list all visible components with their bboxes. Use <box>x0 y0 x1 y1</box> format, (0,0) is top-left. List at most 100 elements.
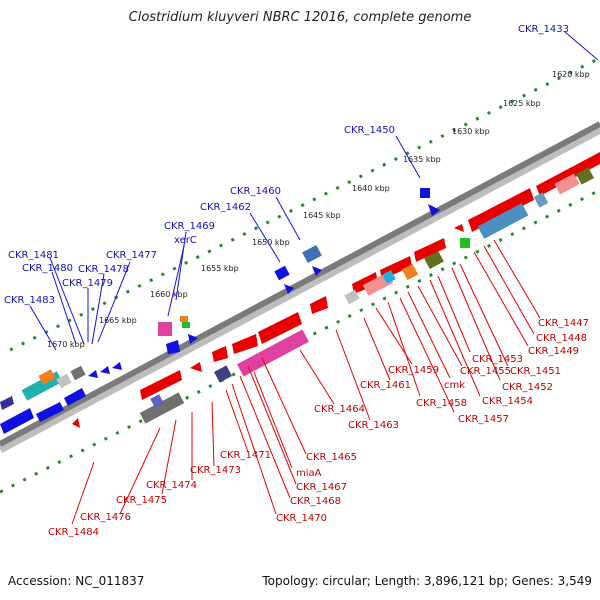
forward-gene-arrow <box>0 408 34 434</box>
reverse-gene-arrow <box>536 152 600 196</box>
gene-label: CKR_1475 <box>116 495 167 506</box>
gene-label: CKR_1465 <box>306 452 357 463</box>
gene-block <box>302 244 322 264</box>
gene-label: CKR_1476 <box>80 512 131 523</box>
gene-block <box>139 392 185 424</box>
gene-label: CKR_1458 <box>416 398 467 409</box>
reverse-gene-arrow <box>414 238 446 262</box>
reverse-gene-arrow <box>258 312 302 344</box>
gene-label: CKR_1462 <box>200 202 251 213</box>
kbp-label: 1660 kbp <box>150 290 188 299</box>
kbp-label: 1625 kbp <box>503 99 541 108</box>
reverse-gene-arrow <box>310 296 328 314</box>
forward-labels: CKR_1433 CKR_1450 CKR_1460 CKR_1462 xerC… <box>4 24 569 306</box>
gene-block <box>237 329 309 377</box>
reverse-gene-arrow <box>352 272 378 294</box>
gene-label: CKR_1481 <box>8 250 59 261</box>
kbp-label: 1650 kbp <box>252 238 290 247</box>
gene-label: cmk <box>444 380 465 391</box>
gene-label: CKR_1473 <box>190 465 241 476</box>
gene-block <box>56 373 72 389</box>
reverse-labels: CKR_1447 CKR_1448 CKR_1449 CKR_1451 CKR_… <box>48 318 589 538</box>
gene-label: CKR_1480 <box>22 263 73 274</box>
leader-lines <box>29 31 599 525</box>
forward-features <box>0 188 440 434</box>
gene-block <box>274 265 290 281</box>
gene-block <box>533 192 549 208</box>
topology-text: Topology: circular; Length: 3,896,121 bp… <box>262 574 592 588</box>
gene-label: CKR_1454 <box>482 396 533 407</box>
gene-label: CKR_1467 <box>296 482 347 493</box>
kbp-label: 1665 kbp <box>99 316 137 325</box>
forward-gene-arrow <box>36 402 64 422</box>
gene-label: CKR_1455 <box>460 366 511 377</box>
reverse-gene-arrow <box>454 224 464 232</box>
accession-text: Accession: NC_011837 <box>8 574 145 588</box>
kbp-label: 1620 kbp <box>552 70 590 79</box>
forward-gene-arrow <box>64 388 86 406</box>
reverse-features <box>72 152 600 428</box>
backbone-shadow <box>0 125 600 453</box>
forward-gene-arrow <box>188 334 198 344</box>
gene-block <box>576 167 594 185</box>
gene-label: CKR_1457 <box>458 414 509 425</box>
gene-label: CKR_1484 <box>48 527 99 538</box>
gene-label: CKR_1463 <box>348 420 399 431</box>
reverse-gene-arrow <box>140 370 182 400</box>
forward-gene-arrow <box>0 396 14 410</box>
gene-label: CKR_1478 <box>78 264 129 275</box>
forward-gene-arrow <box>100 366 110 374</box>
gene-label: CKR_1471 <box>220 450 271 461</box>
gene-label: CKR_1447 <box>538 318 589 329</box>
gene-label: CKR_1459 <box>388 365 439 376</box>
gene-label: miaA <box>296 468 322 479</box>
backbone <box>0 121 600 447</box>
gene-label: CKR_1474 <box>146 480 197 491</box>
gene-block <box>214 365 232 383</box>
gene-label: CKR_1479 <box>62 278 113 289</box>
gene-label: CKR_1452 <box>502 382 553 393</box>
gene-block <box>424 250 444 270</box>
reverse-gene-arrow <box>468 188 534 232</box>
forward-gene-arrow <box>284 284 294 294</box>
gene-block <box>382 270 396 284</box>
kbp-labels: 1620 kbp 1625 kbp 1630 kbp 1635 kbp 1640… <box>47 70 590 349</box>
forward-gene-arrow <box>166 340 180 354</box>
gene-block <box>70 365 86 381</box>
reverse-gene-arrow <box>72 418 80 428</box>
gene-block <box>344 289 360 305</box>
gene-block <box>150 394 164 408</box>
kbp-label: 1630 kbp <box>452 127 490 136</box>
inner-tick-row <box>0 188 600 494</box>
outer-tick-row <box>9 56 600 352</box>
forward-gene-arrow <box>112 362 122 370</box>
reverse-gene-arrow <box>232 334 258 354</box>
gene-label: CKR_1453 <box>472 354 523 365</box>
map-title: Clostridium kluyveri NBRC 12016, complet… <box>128 10 472 25</box>
kbp-label: 1670 kbp <box>47 340 85 349</box>
gene-block <box>180 316 188 322</box>
forward-gene-arrow <box>88 370 98 378</box>
forward-gene-arrow <box>312 266 322 276</box>
gene-label: CKR_1449 <box>528 346 579 357</box>
gene-label: CKR_1464 <box>314 404 365 415</box>
gene-label: CKR_1461 <box>360 380 411 391</box>
gene-label: CKR_1451 <box>510 366 561 377</box>
gene-block <box>554 173 580 195</box>
kbp-label: 1645 kbp <box>303 211 341 220</box>
gene-block <box>38 369 56 385</box>
kbp-label: 1640 kbp <box>352 184 390 193</box>
forward-gene-arrow <box>428 204 440 216</box>
gene-label: CKR_1483 <box>4 295 55 306</box>
gene-block <box>460 238 470 248</box>
gene-label: CKR_1468 <box>290 496 341 507</box>
gene-label: CKR_1433 <box>518 24 569 35</box>
gene-label: CKR_1477 <box>106 250 157 261</box>
gene-label: CKR_1470 <box>276 513 327 524</box>
gene-label: CKR_1450 <box>344 125 395 136</box>
gene-block <box>477 203 529 239</box>
gene-label: CKR_1460 <box>230 186 281 197</box>
gene-label: CKR_1469 <box>164 221 215 232</box>
gene-block <box>401 263 419 281</box>
